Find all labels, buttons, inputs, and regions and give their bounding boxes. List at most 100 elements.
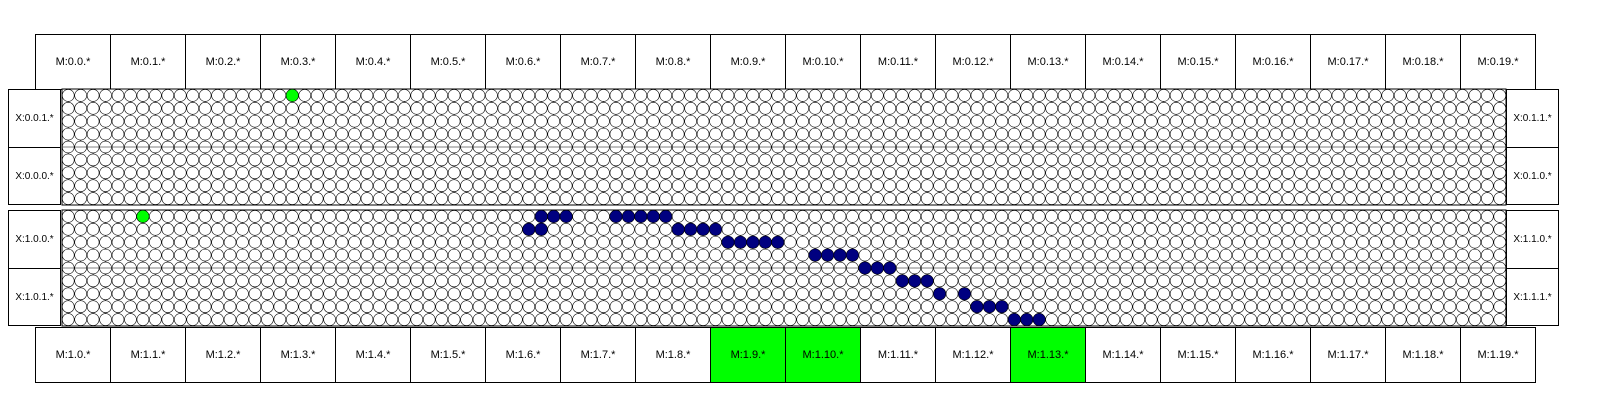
grid-node[interactable] <box>273 192 287 205</box>
grid-node[interactable] <box>472 274 486 288</box>
grid-node[interactable] <box>373 235 386 249</box>
grid-node[interactable] <box>858 287 872 301</box>
grid-node[interactable] <box>1020 127 1034 141</box>
grid-node[interactable] <box>1095 89 1108 102</box>
grid-node[interactable] <box>236 127 249 141</box>
grid-node[interactable] <box>273 166 287 180</box>
grid-node[interactable] <box>1008 89 1021 102</box>
grid-node[interactable] <box>671 153 685 167</box>
grid-node[interactable] <box>74 89 87 102</box>
grid-node[interactable] <box>485 210 498 223</box>
grid-node[interactable] <box>659 223 673 236</box>
top-module-box[interactable]: M:0.4.* <box>335 34 411 90</box>
grid-node[interactable] <box>709 274 722 288</box>
grid-node[interactable] <box>671 274 685 288</box>
grid-node[interactable] <box>1269 313 1282 326</box>
grid-node[interactable] <box>871 313 884 326</box>
grid-node[interactable] <box>1194 127 1208 141</box>
grid-node[interactable] <box>323 127 336 141</box>
grid-node[interactable] <box>348 223 361 236</box>
grid-node[interactable] <box>622 235 635 249</box>
grid-node[interactable] <box>709 89 722 102</box>
grid-node[interactable] <box>609 313 623 326</box>
grid-node[interactable] <box>323 192 336 205</box>
route-node-blue[interactable] <box>746 235 760 249</box>
grid-node[interactable] <box>995 179 1009 192</box>
grid-node[interactable] <box>833 235 847 249</box>
grid-node[interactable] <box>920 166 934 180</box>
grid-node[interactable] <box>1319 313 1332 326</box>
grid-node[interactable] <box>1443 313 1457 326</box>
grid-node[interactable] <box>1144 179 1158 192</box>
grid-node[interactable] <box>1169 235 1183 249</box>
grid-node[interactable] <box>186 300 199 313</box>
grid-node[interactable] <box>833 127 847 141</box>
grid-node[interactable] <box>1481 179 1494 192</box>
grid-node[interactable] <box>871 89 884 102</box>
grid-node[interactable] <box>1294 313 1307 326</box>
grid-node[interactable] <box>1219 210 1233 223</box>
grid-node[interactable] <box>659 102 673 115</box>
grid-node[interactable] <box>1120 287 1133 301</box>
grid-node[interactable] <box>1020 114 1034 128</box>
grid-node[interactable] <box>485 89 498 102</box>
grid-node[interactable] <box>684 179 697 192</box>
grid-node[interactable] <box>1281 248 1295 262</box>
grid-node[interactable] <box>348 210 361 223</box>
grid-node[interactable] <box>622 287 635 301</box>
grid-node[interactable] <box>173 102 187 115</box>
grid-node[interactable] <box>1132 179 1146 192</box>
grid-node[interactable] <box>223 300 237 313</box>
grid-node[interactable] <box>746 179 760 192</box>
grid-node[interactable] <box>111 223 125 236</box>
grid-node[interactable] <box>597 89 610 102</box>
grid-node[interactable] <box>472 313 486 326</box>
grid-node[interactable] <box>945 166 959 180</box>
grid-node[interactable] <box>846 300 859 313</box>
grid-node[interactable] <box>435 274 448 288</box>
grid-node[interactable] <box>111 127 125 141</box>
grid-node[interactable] <box>273 210 287 223</box>
grid-node[interactable] <box>1045 313 1058 326</box>
grid-node[interactable] <box>908 287 921 301</box>
grid-node[interactable] <box>460 287 473 301</box>
grid-node[interactable] <box>198 179 212 192</box>
grid-node[interactable] <box>1207 223 1220 236</box>
grid-node[interactable] <box>161 114 175 128</box>
grid-node[interactable] <box>734 127 747 141</box>
grid-node[interactable] <box>198 166 212 180</box>
grid-node[interactable] <box>1232 153 1245 167</box>
grid-node[interactable] <box>497 235 511 249</box>
top-module-box[interactable]: M:0.0.* <box>35 34 111 90</box>
grid-node[interactable] <box>1431 313 1444 326</box>
grid-node[interactable] <box>1182 313 1195 326</box>
grid-node[interactable] <box>198 153 212 167</box>
grid-node[interactable] <box>74 114 87 128</box>
grid-node[interactable] <box>647 248 660 262</box>
grid-node[interactable] <box>833 153 847 167</box>
grid-node[interactable] <box>173 223 187 236</box>
grid-node[interactable] <box>211 89 224 102</box>
grid-node[interactable] <box>958 166 971 180</box>
grid-node[interactable] <box>497 166 511 180</box>
grid-node[interactable] <box>1393 102 1407 115</box>
grid-node[interactable] <box>983 102 996 115</box>
grid-node[interactable] <box>1356 102 1370 115</box>
grid-node[interactable] <box>759 300 772 313</box>
grid-node[interactable] <box>696 127 710 141</box>
grid-node[interactable] <box>609 127 623 141</box>
grid-node[interactable] <box>622 300 635 313</box>
grid-node[interactable] <box>559 192 573 205</box>
grid-node[interactable] <box>522 179 536 192</box>
grid-node[interactable] <box>759 313 772 326</box>
grid-node[interactable] <box>883 313 897 326</box>
grid-node[interactable] <box>684 192 697 205</box>
top-module-box[interactable]: M:0.15.* <box>1160 34 1236 90</box>
grid-node[interactable] <box>808 300 822 313</box>
grid-node[interactable] <box>796 313 809 326</box>
grid-node[interactable] <box>136 127 150 141</box>
route-node-blue[interactable] <box>534 222 548 236</box>
grid-node[interactable] <box>1070 166 1083 180</box>
grid-node[interactable] <box>647 166 660 180</box>
grid-node[interactable] <box>1319 192 1332 205</box>
